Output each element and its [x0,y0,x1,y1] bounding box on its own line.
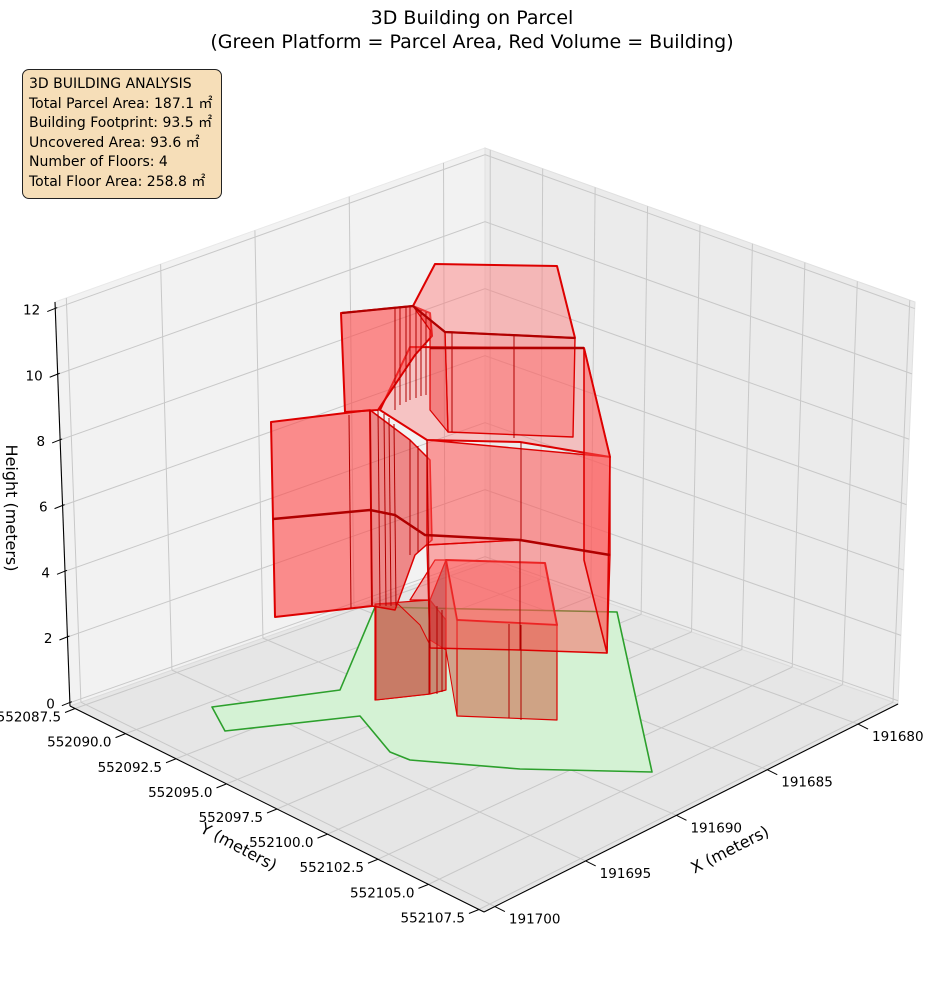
z-tick [54,504,65,510]
y-tick-label: 552100.0 [249,835,313,851]
y-tick [317,833,328,839]
y-tick-label: 552095.0 [148,785,212,801]
z-gridline [64,422,904,572]
z-tick [61,701,73,707]
y-tick-label: 552090.0 [47,735,111,751]
z-tick-label: 0 [46,697,55,713]
y-gridline [741,243,753,650]
y-tick-label: 552097.5 [199,810,263,826]
x-gridline [444,573,859,725]
z-gridline [59,288,910,441]
building-volume [270,263,611,721]
y-gridline [478,701,894,910]
building-edge [383,413,387,607]
building-edge [377,409,381,607]
y-gridline [125,578,541,735]
x-tick [857,723,869,730]
y-tick [266,808,278,814]
z-tick [56,569,68,575]
building-edges [272,304,611,720]
y-tick [115,733,126,739]
x-tick-label: 191700 [509,912,561,928]
z-tick-label: 12 [23,303,40,319]
z-gridline [55,154,915,310]
z-axis-label: Height (meters) [2,445,21,572]
y-tick [367,858,379,864]
analysis-line: Building Footprint: 93.5 ㎡ [29,115,213,132]
analysis-line: Uncovered Area: 93.6 ㎡ [29,134,200,151]
analysis-line: Total Floor Area: 258.8 ㎡ [29,173,206,190]
x-gridline [160,264,173,671]
analysis-line: Number of Floors: 4 [29,154,168,171]
x-tick-label: 191690 [690,820,742,836]
z-axis-line [54,301,71,707]
x-tick [676,814,687,821]
building-edge [272,508,611,557]
z-tick [49,372,60,378]
y-gridline [791,262,806,668]
building-face [583,347,611,654]
y-tick [165,758,177,764]
x-tick-label: 191680 [872,729,924,745]
y-tick-label: 552092.5 [98,760,162,776]
y-tick-label: 552105.0 [350,885,414,901]
y-gridline [691,224,701,633]
x-gridline [171,669,586,862]
z-tick [47,307,58,313]
chart-subtitle: (Green Platform = Parcel Area, Red Volum… [210,31,734,53]
x-gridline [254,230,264,639]
y-tick-label: 552087.5 [0,710,61,726]
z-gridline [62,355,907,507]
y-gridline [428,684,843,885]
x-axis-line [483,703,899,913]
x-tick [585,860,596,867]
z-tick-label: 4 [41,565,50,581]
z-tick-label: 6 [39,500,48,516]
x-gridline [65,297,82,703]
chart-title: 3D Building on Parcel [370,7,574,29]
y-gridline [892,300,911,703]
y-gridline [74,561,491,709]
z-gridline [57,221,913,375]
x-tick-label: 191695 [600,866,652,882]
z-tick-label: 10 [25,368,42,384]
analysis-line: Total Parcel Area: 187.1 ㎡ [29,95,213,112]
axis-ticks [47,307,869,914]
y-tick [64,708,76,713]
y-tick [216,783,227,789]
x-tick-label: 191685 [781,775,833,791]
tick-labels: 0 2 4 6 8 10 12 552087.5 552090.0 552092.5 552095.… [0,303,924,928]
analysis-heading: 3D BUILDING ANALYSIS [29,76,192,92]
y-gridline [842,281,858,685]
x-gridline [80,701,496,907]
y-gridline [640,206,649,615]
y-tick [468,909,480,914]
building-edge [341,304,576,340]
x-tick [767,769,778,776]
y-tick [418,883,429,889]
building-face [426,539,611,654]
building-edge [388,417,392,607]
z-tick-label: 2 [44,631,53,647]
y-tick-label: 552107.5 [401,910,465,926]
analysis-box: 3D BUILDING ANALYSIS Total Parcel Area: … [22,69,222,199]
z-tick [51,438,63,444]
building-edge [369,409,373,607]
y-tick-label: 552102.5 [300,860,364,876]
x-tick [494,906,506,912]
z-tick [59,635,70,641]
z-tick-label: 8 [37,434,46,450]
z-gridline [69,556,899,704]
